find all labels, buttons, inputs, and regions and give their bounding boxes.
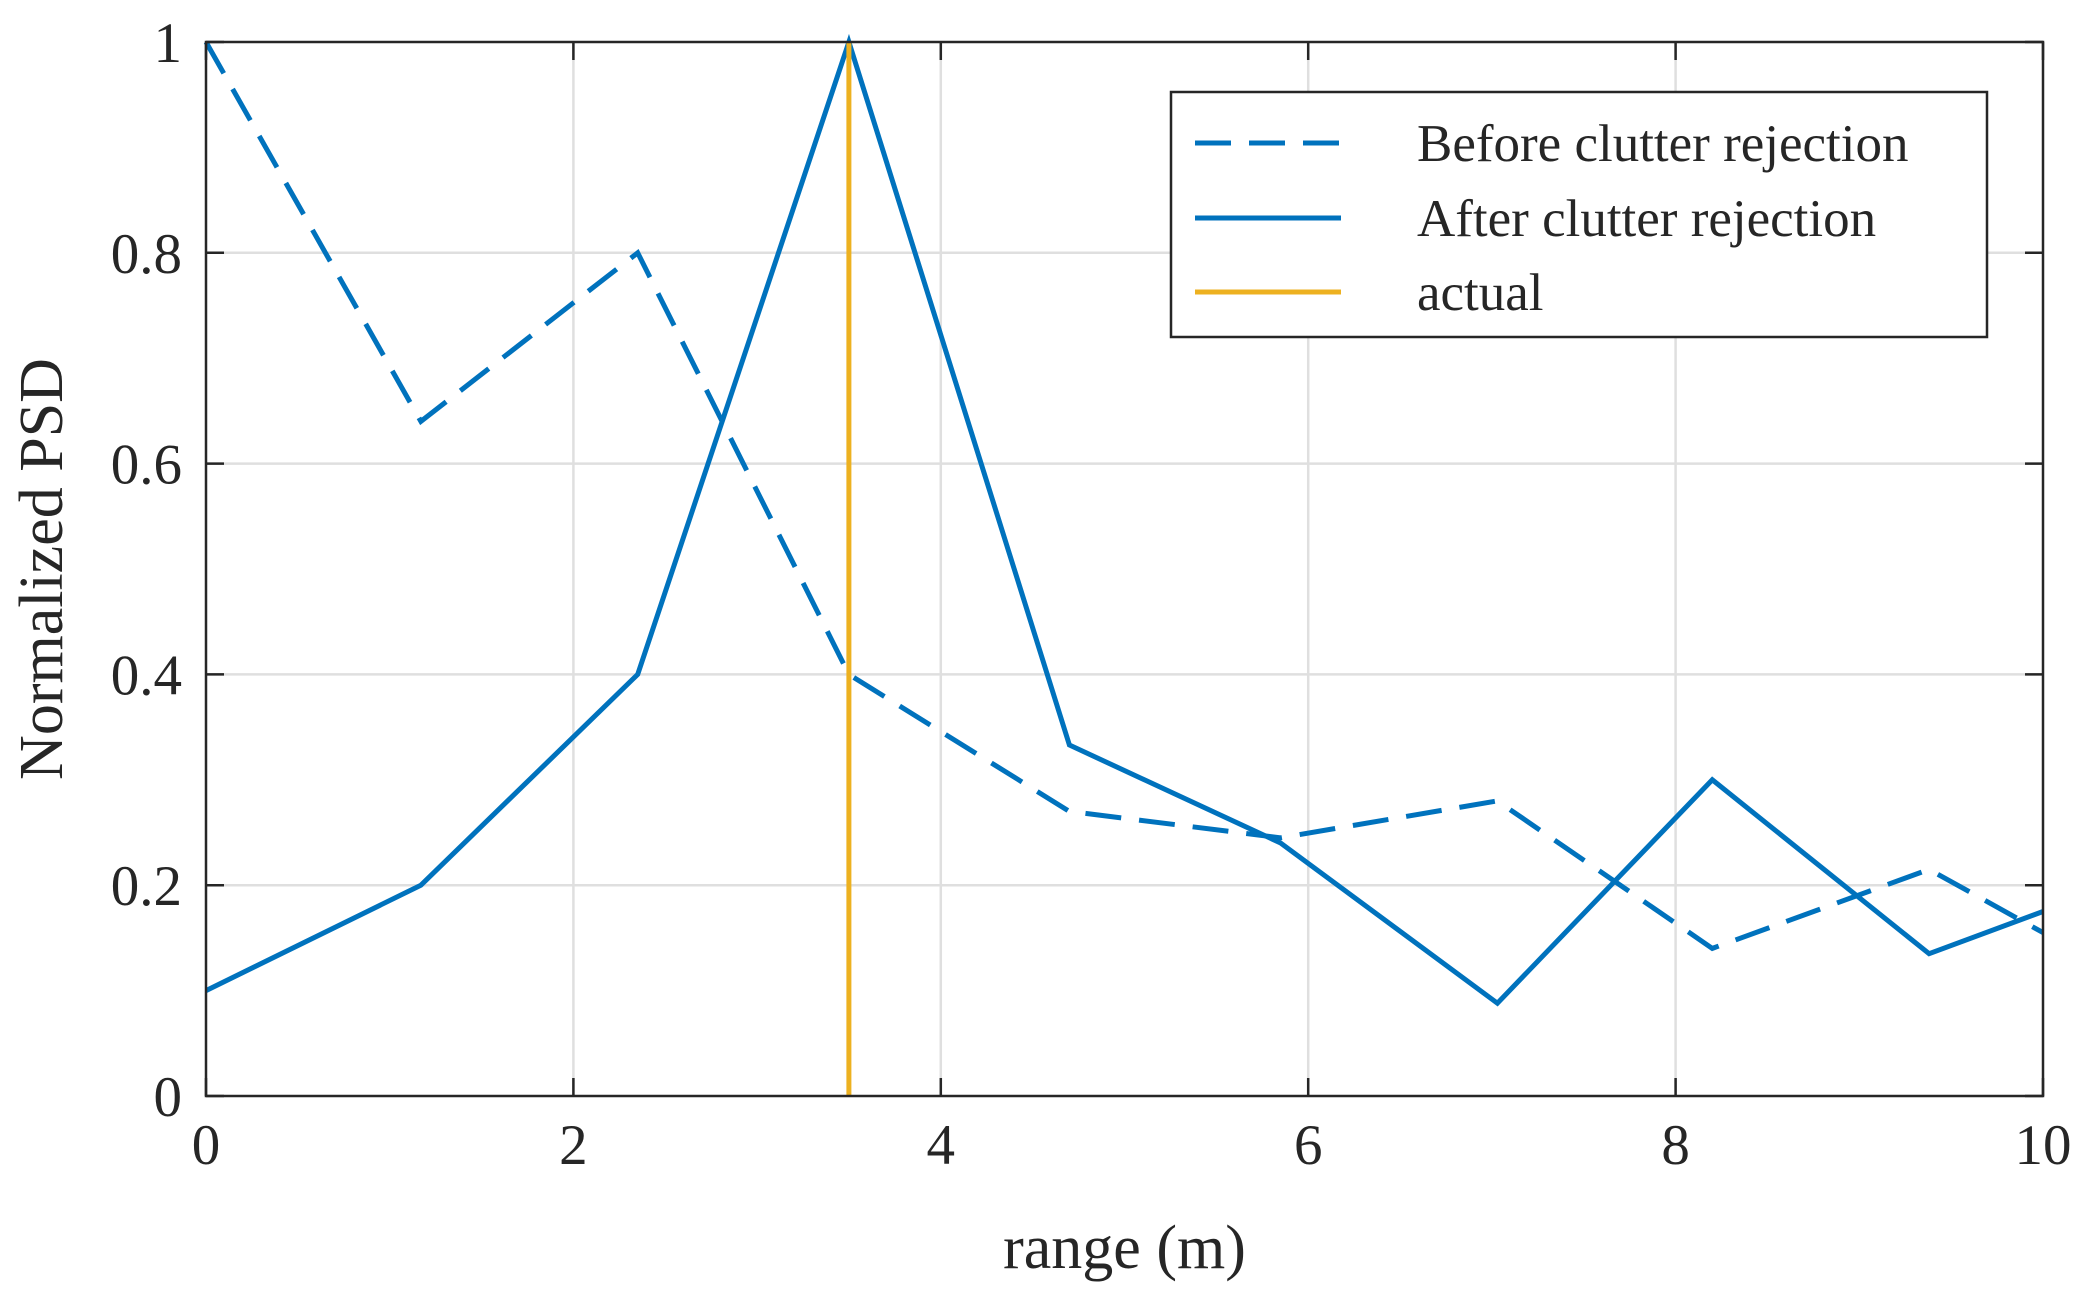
y-tick-label: 1 <box>154 12 183 75</box>
legend-box <box>1169 90 1989 339</box>
legend-label-3: actual <box>1417 264 1544 322</box>
series-line-2 <box>204 33 2044 1007</box>
x-tick-label: 0 <box>192 1114 221 1177</box>
series-line-1 <box>203 40 2045 952</box>
y-axis-label: Normalized PSD <box>8 358 76 780</box>
axes-box <box>204 40 2045 1098</box>
plot-series <box>203 33 2045 1096</box>
legend: Before clutter rejection After clutter re… <box>1169 90 1989 339</box>
legend-label-1: Before clutter rejection <box>1417 115 1908 173</box>
x-tick-label: 10 <box>2015 1114 2072 1177</box>
y-tick-label: 0.8 <box>111 223 182 286</box>
x-axis-label: range (m) <box>1003 1214 1246 1282</box>
y-tick-label: 0.4 <box>111 644 182 707</box>
axes: 0 2 4 6 8 10 0 0.2 0.4 0.6 0.8 1 range (m) Normalized… <box>8 12 2072 1282</box>
x-tick-label: 2 <box>559 1114 588 1177</box>
x-tick-label: 8 <box>1661 1114 1690 1177</box>
x-tick-label: 4 <box>927 1114 956 1177</box>
legend-label-2: After clutter rejection <box>1417 190 1876 248</box>
y-tick-label: 0 <box>154 1066 183 1129</box>
x-tick-label: 6 <box>1294 1114 1323 1177</box>
y-tick-label: 0.2 <box>111 855 182 918</box>
y-tick-label: 0.6 <box>111 434 182 497</box>
